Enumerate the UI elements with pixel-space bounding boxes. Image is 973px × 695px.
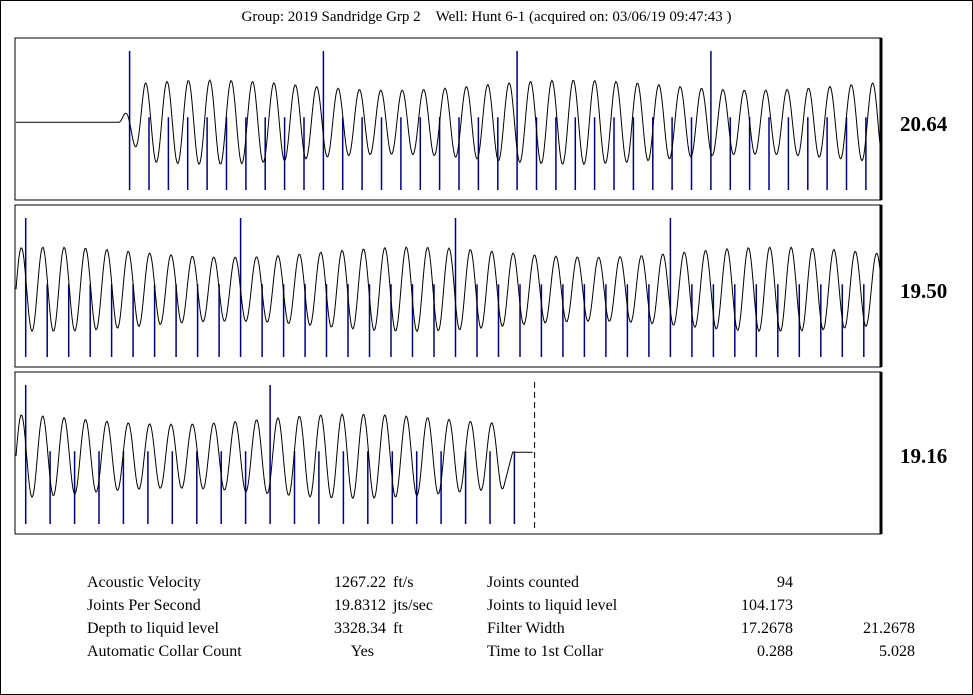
panel-2-value: 19.50 — [900, 279, 948, 303]
panel-2-trace — [15, 246, 881, 333]
acoustic-traces — [14, 37, 883, 535]
stat-label-filter-width: Filter Width — [487, 620, 565, 637]
stat-value-joints-to-liquid: 104.173 — [741, 597, 793, 614]
group-label: Group: — [241, 9, 285, 25]
well-name: Hunt 6-1 — [471, 9, 526, 25]
stat-label-acoustic-velocity: Acoustic Velocity — [87, 574, 201, 591]
stat-unit-joints-per-second: jts/sec — [393, 597, 433, 614]
stat-label-time-to-first-collar: Time to 1st Collar — [487, 643, 604, 660]
stat-value-joints-per-second: 19.8312 — [334, 597, 386, 614]
report-header: Group: 2019 Sandridge Grp 2 Well: Hunt 6… — [0, 9, 973, 26]
acquired-timestamp: (acquired on: 03/06/19 09:47:43 ) — [529, 9, 732, 25]
stat-value2-time-to-first-collar: 5.028 — [879, 643, 915, 660]
stat-unit-depth-to-liquid: ft — [393, 620, 403, 637]
stat-value-filter-width: 17.2678 — [741, 620, 793, 637]
stat-label-joints-counted: Joints counted — [487, 574, 579, 591]
stat-value2-filter-width: 21.2678 — [863, 620, 915, 637]
stat-value-time-to-first-collar: 0.288 — [757, 643, 793, 660]
panel-1-box — [14, 37, 882, 201]
stat-value-auto-collar-count: Yes — [350, 643, 374, 660]
stat-label-depth-to-liquid: Depth to liquid level — [87, 620, 219, 637]
stat-value-depth-to-liquid: 3328.34 — [334, 620, 386, 637]
group-name: 2019 Sandridge Grp 2 — [287, 9, 421, 25]
panel-1-value: 20.64 — [900, 112, 948, 136]
panel-3-value: 19.16 — [900, 444, 948, 468]
stat-label-joints-per-second: Joints Per Second — [87, 597, 201, 614]
stat-label-joints-to-liquid: Joints to liquid level — [487, 597, 618, 614]
stat-label-auto-collar-count: Automatic Collar Count — [87, 643, 242, 660]
stat-unit-acoustic-velocity: ft/s — [393, 574, 414, 591]
well-label: Well: — [435, 9, 468, 25]
panel-1-trace — [16, 79, 881, 166]
panel-3-trace — [15, 413, 533, 500]
stat-value-joints-counted: 94 — [777, 574, 793, 591]
stat-value-acoustic-velocity: 1267.22 — [334, 574, 386, 591]
